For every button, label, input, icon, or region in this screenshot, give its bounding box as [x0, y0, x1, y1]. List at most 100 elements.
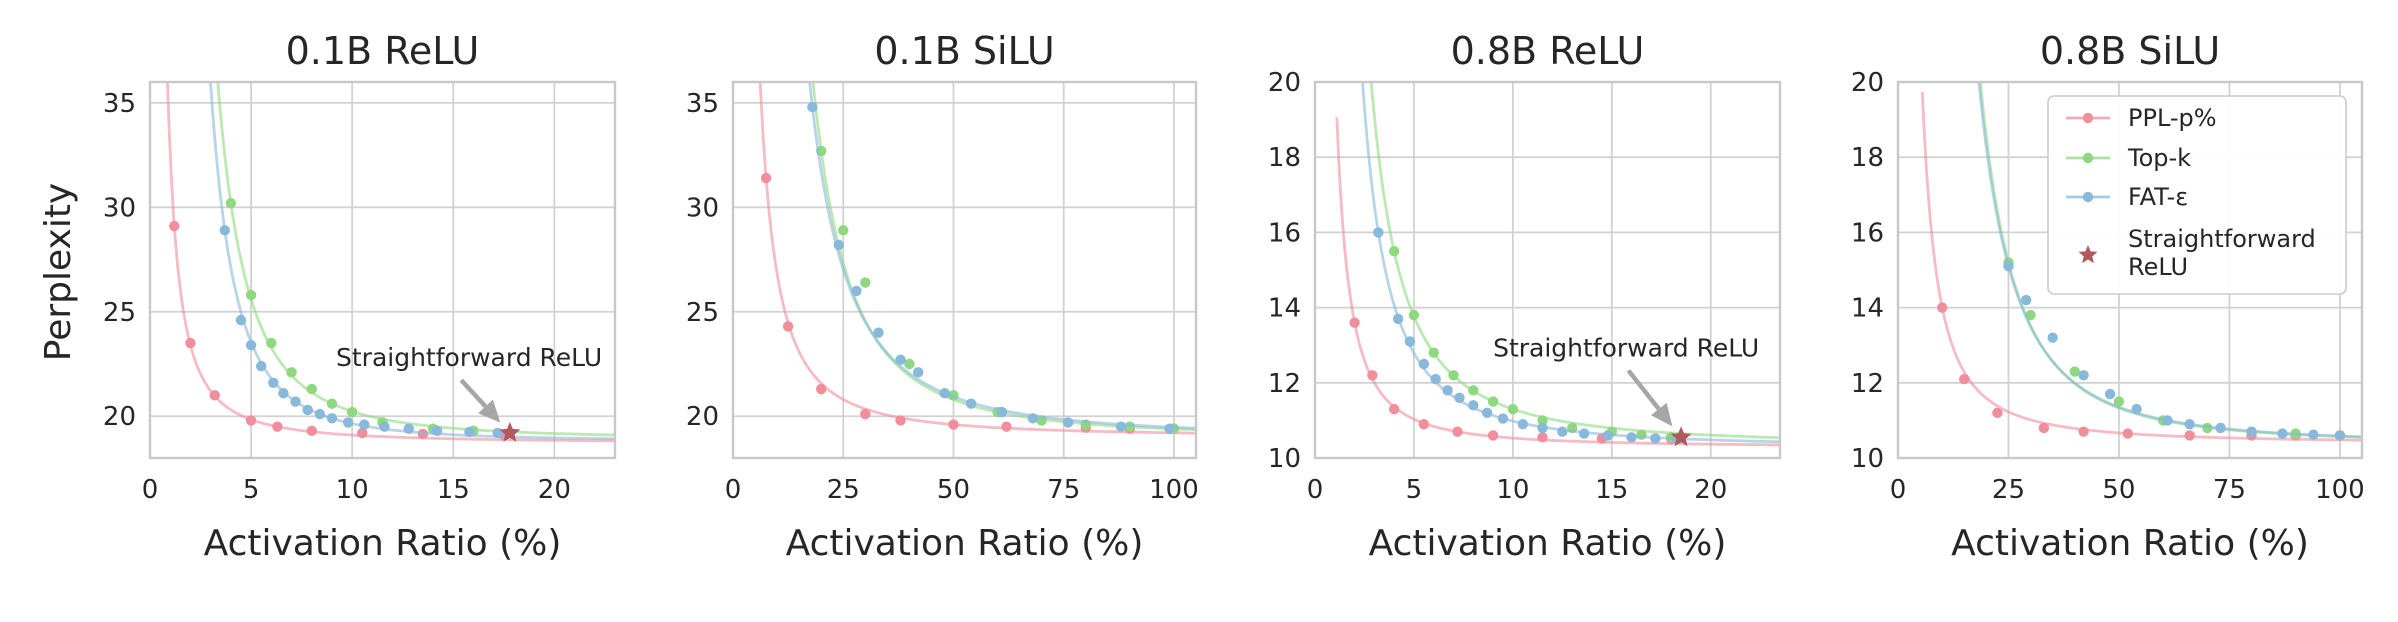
data-point	[996, 406, 1008, 418]
x-tick-label: 15	[1595, 475, 1628, 505]
x-tick-label: 25	[827, 475, 860, 505]
legend-dot	[2082, 191, 2094, 203]
data-point	[286, 367, 297, 378]
x-axis-label: Activation Ratio (%)	[204, 523, 562, 564]
data-point	[209, 390, 220, 401]
data-point	[913, 367, 924, 378]
plot-area	[166, 82, 615, 443]
legend-label: ReLU	[2128, 253, 2188, 281]
data-point	[1418, 418, 1430, 430]
legend-label: Top-k	[2127, 144, 2191, 172]
x-axis-label: Activation Ratio (%)	[1369, 523, 1727, 564]
annotation-arrow-head	[478, 399, 501, 423]
straightforward-relu-marker	[1670, 426, 1692, 447]
data-point	[1650, 433, 1661, 444]
data-point	[219, 225, 231, 236]
legend-label: FAT-ε	[2128, 183, 2188, 211]
data-point	[2184, 430, 2195, 441]
data-point	[904, 358, 915, 370]
straightforward-relu-marker	[499, 421, 521, 442]
data-point	[2308, 429, 2319, 440]
data-point	[2038, 422, 2050, 434]
data-point	[2184, 418, 2195, 430]
data-point	[255, 360, 267, 372]
data-point	[169, 220, 180, 232]
data-point	[326, 413, 338, 424]
data-point	[1448, 370, 1459, 381]
y-tick-label: 35	[103, 89, 136, 119]
data-point	[1626, 432, 1637, 443]
plot-frame	[1313, 80, 1782, 460]
data-point	[1468, 385, 1479, 396]
y-tick-label: 20	[1268, 68, 1301, 98]
data-point	[492, 427, 503, 439]
y-tick-label: 10	[1268, 444, 1301, 474]
data-point	[2003, 261, 2014, 272]
data-point	[464, 426, 475, 438]
data-point	[2122, 428, 2133, 439]
legend-label: Straightforward	[2128, 225, 2316, 253]
annotation-text: Straightforward ReLU	[336, 343, 602, 372]
data-point	[1164, 423, 1175, 434]
y-tick-label: 30	[103, 193, 136, 223]
data-point	[272, 421, 283, 432]
legend-box	[2047, 95, 2347, 295]
data-point	[1578, 428, 1590, 439]
y-tick-label: 12	[1268, 369, 1301, 399]
subplot-title: 0.8B ReLU	[1451, 29, 1645, 73]
data-point	[245, 415, 257, 426]
data-point	[1537, 422, 1548, 434]
data-point	[431, 425, 443, 437]
data-point	[1537, 432, 1548, 443]
data-point	[1442, 385, 1453, 396]
data-point	[314, 408, 326, 420]
data-point	[2277, 428, 2288, 439]
subplot-title: 0.8B SiLU	[2040, 29, 2220, 73]
data-point	[306, 383, 317, 395]
data-point	[342, 417, 354, 428]
annotation-arrow-head	[1650, 402, 1673, 427]
legend-label: PPL-p%	[2128, 104, 2217, 132]
x-axis-label: Activation Ratio (%)	[1951, 523, 2309, 564]
data-point	[290, 396, 301, 407]
data-point	[939, 388, 950, 399]
subplot-title: 0.1B SiLU	[874, 29, 1054, 73]
data-point	[1487, 396, 1499, 407]
y-tick-label: 16	[1268, 218, 1301, 248]
data-point	[1001, 421, 1012, 432]
series-line-2	[216, 82, 615, 437]
data-point	[815, 383, 827, 395]
x-tick-label: 10	[1496, 475, 1529, 505]
data-point	[873, 327, 884, 338]
subplot-4: 0 25 50 75 100 10 12 14 16 18 20 0.8B SiLU Activatio…	[1851, 29, 2365, 564]
y-tick-label: 16	[1851, 218, 1884, 248]
data-point	[2020, 294, 2032, 306]
legend-dot	[2082, 112, 2094, 124]
data-point	[1430, 373, 1441, 385]
data-point	[306, 425, 317, 437]
data-point	[860, 277, 871, 288]
data-point	[1557, 426, 1568, 437]
legend-dot	[2082, 152, 2094, 164]
data-point	[838, 225, 849, 236]
data-point	[2131, 403, 2142, 415]
y-tick-label: 30	[686, 193, 719, 223]
data-point	[346, 406, 358, 418]
plot-frame	[731, 80, 1198, 460]
data-point	[2104, 388, 2116, 400]
y-tick-label: 18	[1268, 143, 1301, 173]
series-line-1	[166, 82, 615, 443]
x-axis-label: Activation Ratio (%)	[786, 523, 1144, 564]
subplot-1: 0 5 10 15 20 20 25 30 35 0.1B ReLU Activation Rati…	[103, 29, 617, 564]
x-tick-label: 20	[538, 475, 571, 505]
data-point	[268, 377, 279, 388]
data-point	[895, 354, 906, 366]
data-point	[2078, 426, 2089, 437]
data-point	[326, 398, 338, 409]
data-point	[1468, 400, 1479, 411]
legend-star	[2078, 245, 2098, 264]
data-point	[245, 340, 257, 351]
data-point	[965, 398, 977, 409]
